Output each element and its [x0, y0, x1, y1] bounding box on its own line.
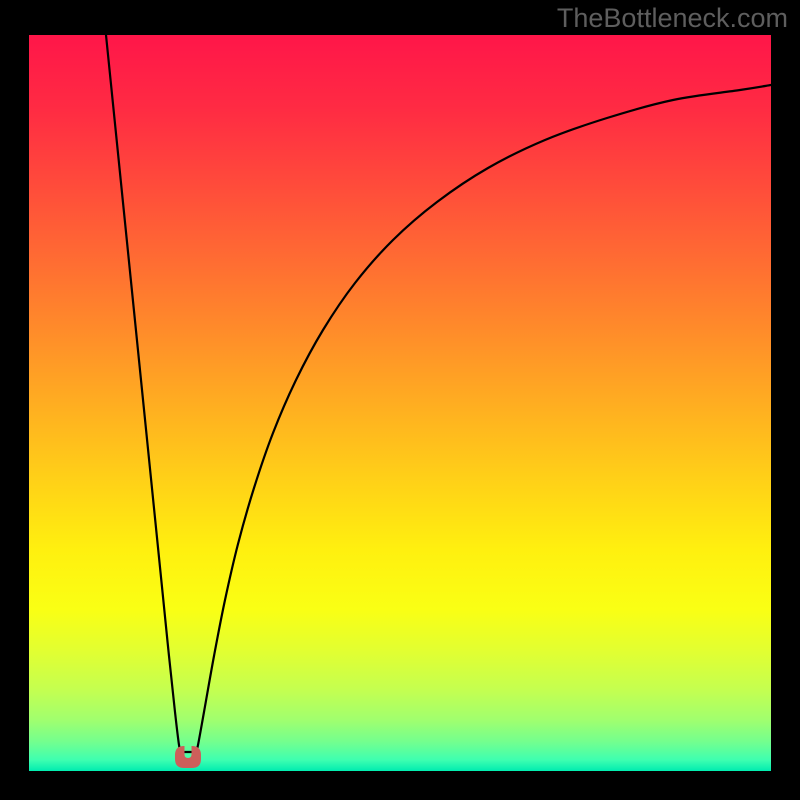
watermark-label: TheBottleneck.com — [557, 3, 788, 33]
gradient-background — [29, 35, 771, 771]
watermark-text: TheBottleneck.com — [557, 3, 788, 34]
frame-bottom — [0, 771, 800, 800]
frame-left — [0, 0, 29, 800]
frame-right — [771, 0, 800, 800]
bottleneck-chart — [0, 0, 800, 800]
